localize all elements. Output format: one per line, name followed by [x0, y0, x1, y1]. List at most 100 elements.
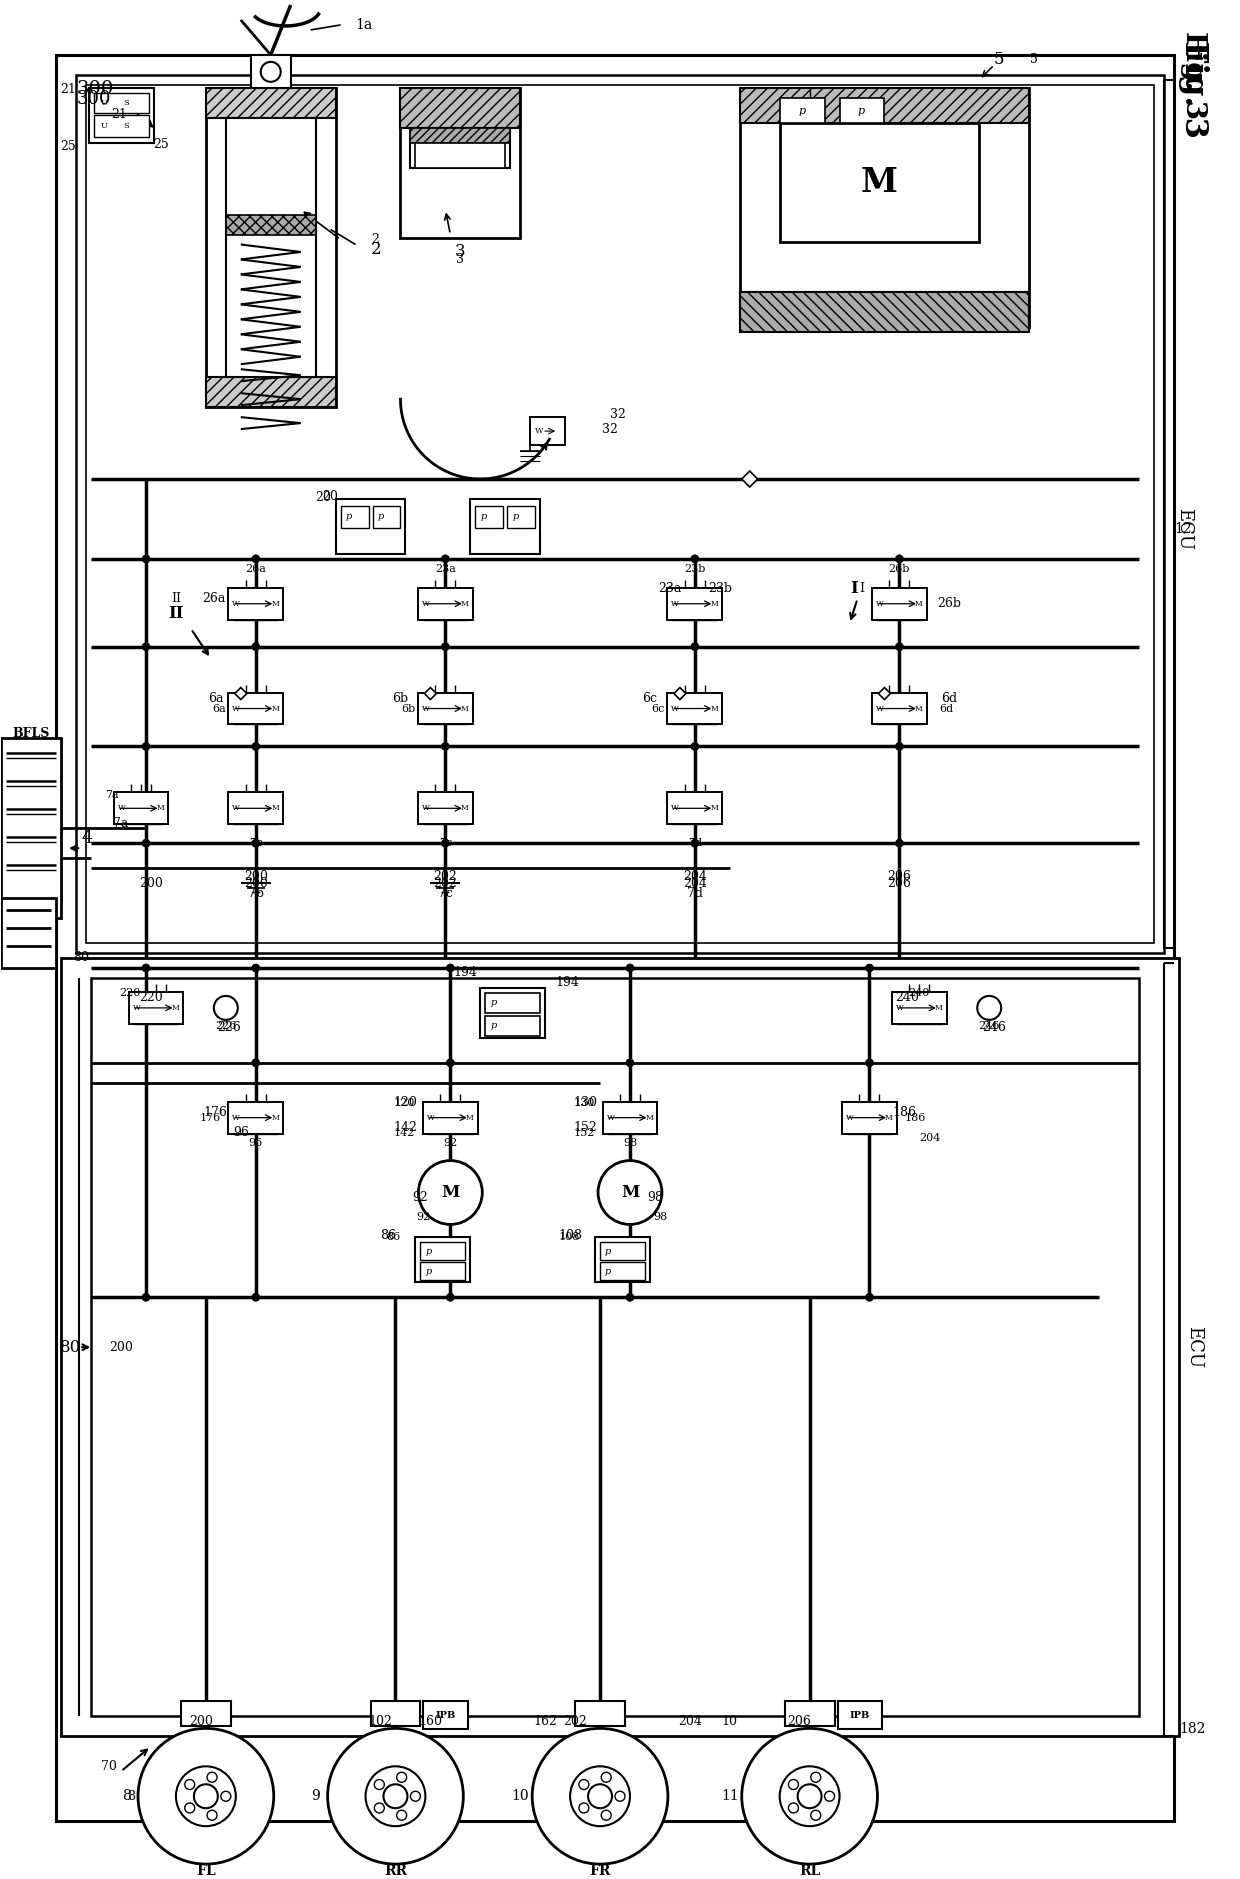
- Text: W: W: [118, 804, 125, 812]
- Text: 246: 246: [978, 1020, 999, 1032]
- Text: 8: 8: [122, 1789, 130, 1804]
- Text: 7c: 7c: [438, 887, 453, 900]
- Circle shape: [260, 62, 280, 83]
- Bar: [226, 118, 316, 378]
- Bar: [250, 54, 290, 88]
- Circle shape: [626, 1293, 634, 1302]
- Text: M: M: [711, 599, 718, 607]
- Circle shape: [691, 643, 699, 650]
- Text: 142: 142: [394, 1127, 415, 1137]
- Bar: [423, 1702, 469, 1729]
- Circle shape: [176, 1766, 236, 1826]
- Text: 220: 220: [119, 988, 141, 998]
- Circle shape: [327, 1729, 464, 1864]
- Bar: [667, 588, 722, 620]
- Text: W: W: [671, 705, 680, 712]
- Circle shape: [143, 840, 150, 847]
- Text: M: M: [272, 804, 279, 812]
- Bar: [206, 88, 336, 408]
- Text: p: p: [858, 105, 866, 116]
- Text: M: M: [711, 804, 718, 812]
- Text: M: M: [885, 1114, 893, 1122]
- Text: p: p: [490, 1022, 496, 1030]
- Text: p: p: [512, 513, 518, 520]
- Bar: [839, 98, 884, 122]
- Text: 206: 206: [888, 870, 911, 883]
- Circle shape: [789, 1779, 799, 1789]
- Text: W: W: [846, 1114, 854, 1122]
- Bar: [418, 693, 472, 725]
- Text: 2: 2: [371, 241, 381, 257]
- Text: 182: 182: [1179, 1723, 1205, 1736]
- Circle shape: [446, 964, 454, 971]
- Bar: [837, 1702, 883, 1729]
- Text: 9: 9: [311, 1789, 320, 1804]
- Text: p: p: [425, 1266, 432, 1276]
- Bar: [475, 505, 503, 528]
- Circle shape: [252, 742, 259, 750]
- Bar: [86, 85, 1154, 943]
- Text: 80: 80: [60, 1338, 81, 1355]
- Circle shape: [895, 742, 904, 750]
- Text: 3: 3: [456, 254, 464, 267]
- Circle shape: [446, 1293, 454, 1302]
- Text: 7c: 7c: [439, 838, 453, 847]
- Text: M: M: [156, 804, 165, 812]
- Bar: [228, 588, 283, 620]
- Bar: [531, 417, 565, 445]
- Text: M: M: [272, 705, 279, 712]
- Text: 92: 92: [413, 1191, 428, 1204]
- Text: 5: 5: [1030, 53, 1038, 66]
- Circle shape: [691, 840, 699, 847]
- Circle shape: [441, 742, 449, 750]
- Circle shape: [193, 1785, 218, 1808]
- Text: M: M: [646, 1114, 653, 1122]
- Bar: [420, 1242, 465, 1261]
- Text: IPB: IPB: [849, 1712, 869, 1719]
- Circle shape: [207, 1809, 217, 1821]
- Circle shape: [866, 964, 873, 971]
- Text: 204: 204: [683, 870, 707, 883]
- Text: M: M: [461, 599, 469, 607]
- Circle shape: [615, 1791, 625, 1802]
- Text: 7b: 7b: [249, 838, 263, 847]
- Circle shape: [626, 964, 634, 971]
- Bar: [91, 977, 1138, 1716]
- Bar: [740, 88, 1029, 327]
- Circle shape: [143, 643, 150, 650]
- Text: 20: 20: [315, 492, 331, 504]
- Circle shape: [811, 1772, 821, 1783]
- Text: W: W: [422, 705, 430, 712]
- Text: Fig. 3: Fig. 3: [1178, 41, 1209, 139]
- Text: 202: 202: [434, 877, 458, 889]
- Text: FR: FR: [589, 1864, 611, 1879]
- Bar: [507, 505, 536, 528]
- Text: p: p: [490, 998, 496, 1007]
- Text: 21: 21: [61, 83, 76, 96]
- Text: M: M: [461, 804, 469, 812]
- Bar: [842, 1101, 897, 1133]
- Text: 20: 20: [322, 490, 339, 504]
- Text: 98: 98: [647, 1191, 663, 1204]
- Text: W: W: [133, 1003, 140, 1013]
- Text: 204: 204: [683, 877, 707, 889]
- Circle shape: [418, 1161, 482, 1225]
- Text: 176: 176: [200, 1112, 221, 1122]
- Text: 186: 186: [893, 1107, 916, 1120]
- Bar: [667, 693, 722, 725]
- Text: 10: 10: [722, 1716, 738, 1729]
- Text: BFLS: BFLS: [12, 727, 50, 740]
- Text: 4: 4: [81, 829, 93, 847]
- Circle shape: [691, 554, 699, 564]
- Text: 7d: 7d: [688, 838, 702, 847]
- Text: 206: 206: [888, 877, 911, 889]
- Bar: [600, 1242, 645, 1261]
- Text: W: W: [232, 804, 241, 812]
- Text: 92: 92: [443, 1137, 458, 1148]
- Text: II: II: [171, 592, 181, 605]
- Circle shape: [410, 1791, 420, 1802]
- Text: 6d: 6d: [941, 691, 957, 705]
- Text: 6a: 6a: [208, 691, 223, 705]
- Text: 6c: 6c: [651, 703, 665, 714]
- Text: W: W: [427, 1114, 435, 1122]
